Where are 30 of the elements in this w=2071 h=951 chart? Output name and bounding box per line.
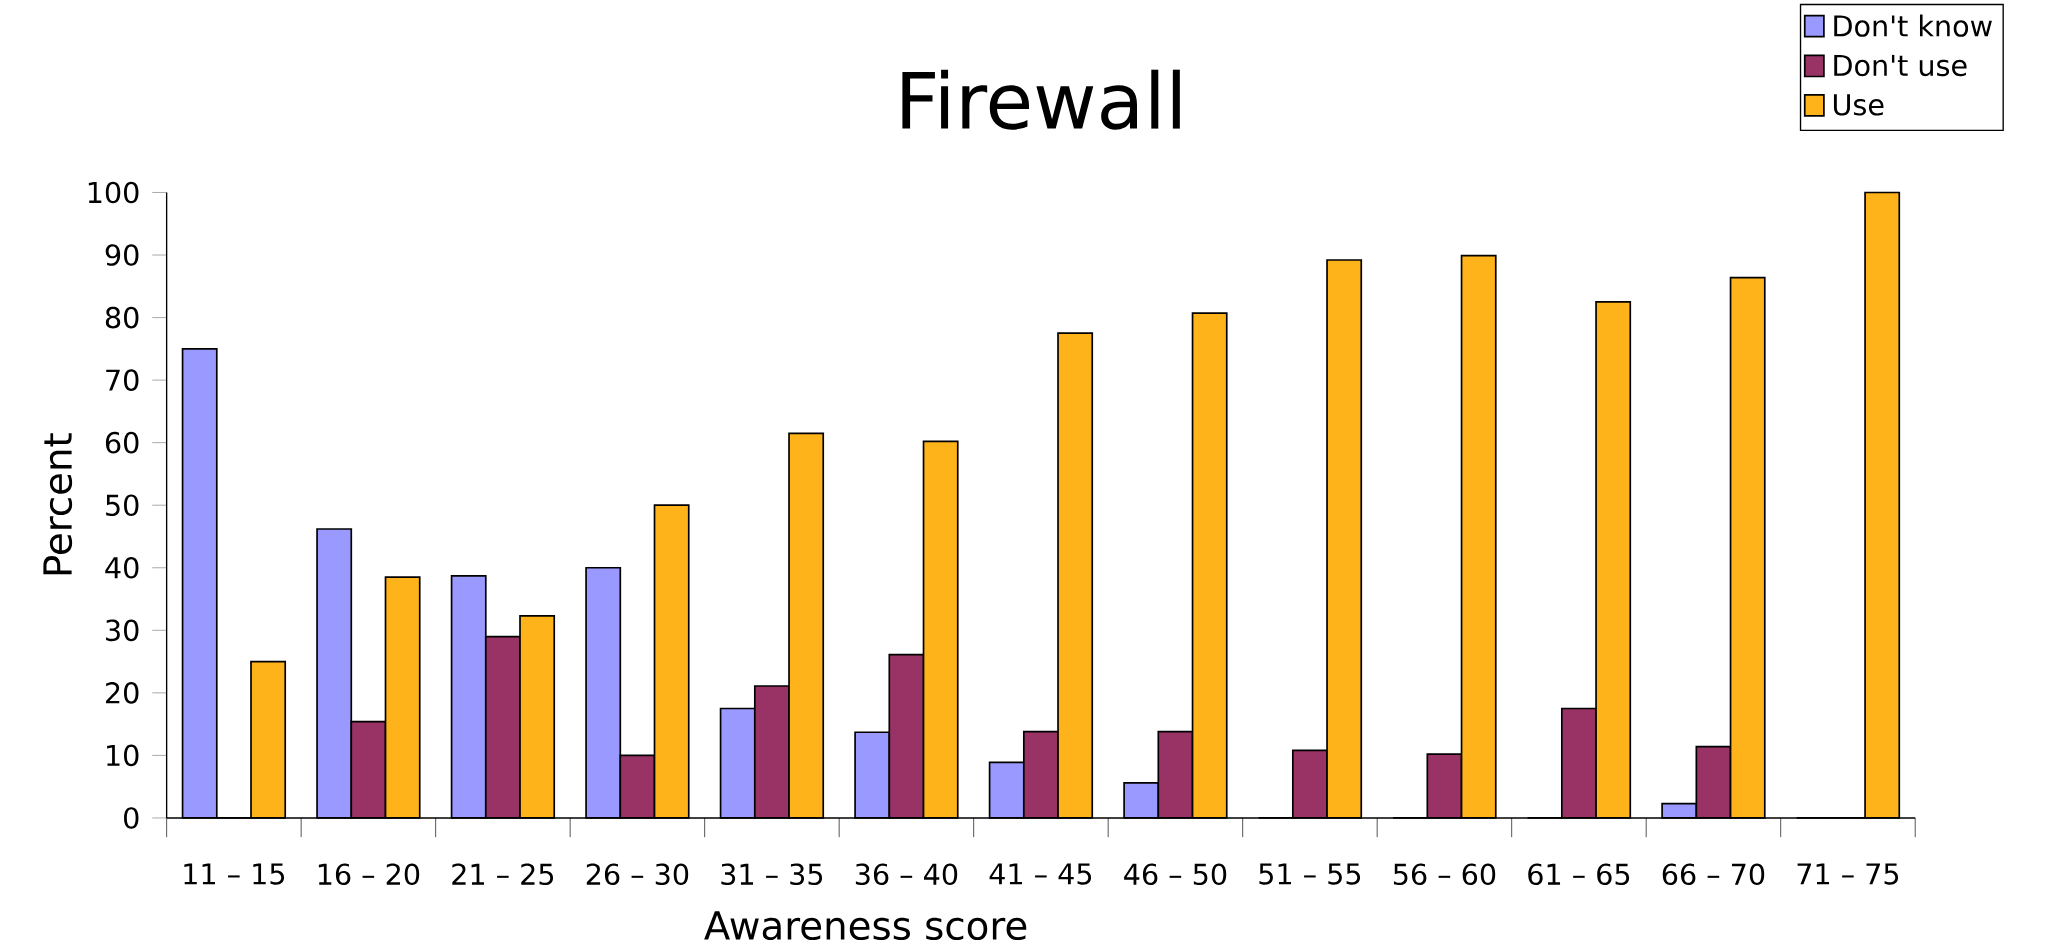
y-tick-label: 70 <box>106 369 139 391</box>
y-tick-label: 10 <box>107 744 139 767</box>
x-tick-label: 26 – 30 <box>586 863 689 885</box>
x-tick-label: 16 – 20 <box>318 863 420 885</box>
x-tick-label: 41 – 45 <box>989 863 1092 885</box>
y-tick-label: 50 <box>106 494 139 516</box>
legend-label: Don't know <box>1834 14 1992 37</box>
x-tick-label: 71 – 75 <box>1797 863 1899 885</box>
x-tick-label: 21 – 25 <box>452 863 554 885</box>
legend-label: Don't use <box>1834 54 1967 77</box>
x-tick-label: 31 – 35 <box>721 863 823 885</box>
y-tick-label: 20 <box>106 681 139 704</box>
y-tick-label: 40 <box>105 556 139 579</box>
chart-title: Firewall <box>902 69 1180 130</box>
legend-label: Use <box>1833 94 1884 116</box>
x-tick-label: 51 – 55 <box>1259 863 1361 885</box>
y-tick-label: 80 <box>105 306 139 329</box>
y-tick-label: 90 <box>105 244 139 266</box>
x-axis-title: Awareness score <box>704 911 1027 940</box>
x-tick-label: 61 – 65 <box>1528 863 1630 885</box>
x-tick-label: 56 – 60 <box>1393 863 1496 885</box>
y-tick-label: 100 <box>88 181 139 204</box>
x-tick-label: 36 – 40 <box>855 863 958 885</box>
y-axis-title: Percent <box>43 433 73 575</box>
x-tick-label: 66 – 70 <box>1662 863 1765 885</box>
y-tick-label: 0 <box>124 806 139 829</box>
y-tick-label: 60 <box>105 431 139 454</box>
x-tick-label: 46 – 50 <box>1124 863 1227 885</box>
y-tick-label: 30 <box>106 619 139 641</box>
x-tick-label: 11 – 15 <box>184 863 285 885</box>
